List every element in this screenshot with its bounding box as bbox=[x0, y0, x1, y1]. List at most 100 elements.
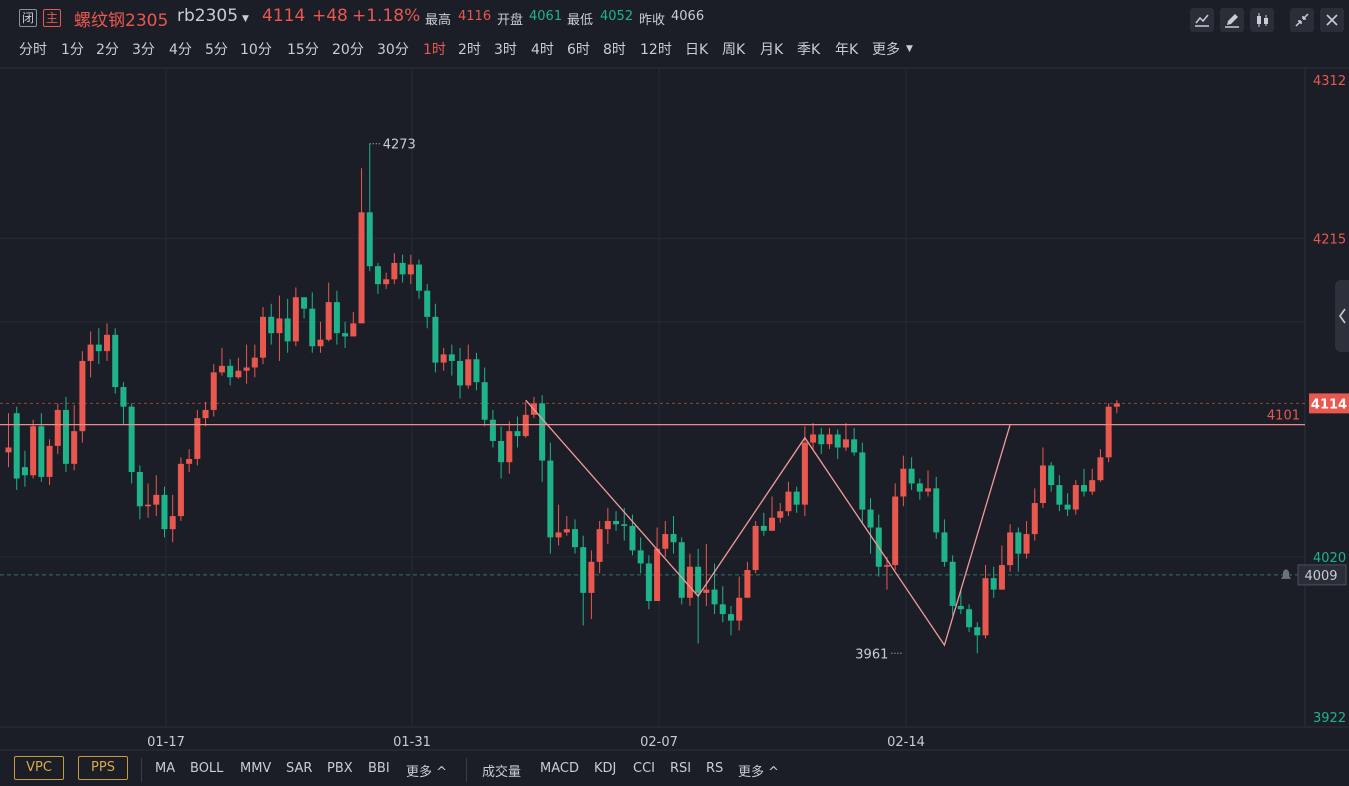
date-label: 02-07 bbox=[640, 735, 678, 750]
candle-body bbox=[1023, 534, 1030, 554]
candle-body bbox=[169, 516, 176, 530]
period-22[interactable]: 更多 bbox=[872, 42, 900, 58]
main-indicator-2[interactable]: MMV bbox=[240, 761, 272, 776]
candle-body bbox=[966, 609, 973, 628]
period-11[interactable]: 2时 bbox=[458, 42, 481, 58]
period-3[interactable]: 3分 bbox=[132, 42, 155, 58]
period-20[interactable]: 季K bbox=[797, 42, 821, 58]
candle-body bbox=[120, 387, 127, 407]
candle-body bbox=[793, 491, 800, 505]
more-periods-caret-icon[interactable]: ▼ bbox=[906, 44, 913, 54]
period-12[interactable]: 3时 bbox=[494, 42, 517, 58]
price-change: +48 bbox=[312, 6, 348, 26]
candle-body bbox=[1081, 485, 1088, 492]
candle-body bbox=[571, 529, 578, 548]
candle-body bbox=[990, 578, 997, 590]
period-16[interactable]: 12时 bbox=[640, 42, 672, 58]
candle-body bbox=[251, 357, 258, 368]
period-5[interactable]: 5分 bbox=[205, 42, 228, 58]
overlay-button-pps[interactable]: PPS bbox=[78, 756, 128, 780]
candle-body bbox=[301, 297, 308, 309]
candle-body bbox=[998, 565, 1005, 590]
period-6[interactable]: 10分 bbox=[240, 42, 272, 58]
divider bbox=[466, 758, 467, 782]
side-panel-handle[interactable] bbox=[1335, 280, 1349, 352]
candle-body bbox=[1113, 403, 1120, 407]
candle-body bbox=[416, 264, 422, 291]
period-9[interactable]: 30分 bbox=[377, 42, 409, 58]
candle-body bbox=[637, 550, 644, 564]
period-10[interactable]: 1时 bbox=[423, 42, 446, 58]
period-19[interactable]: 月K bbox=[760, 42, 784, 58]
symbol-name[interactable]: 螺纹钢2305 bbox=[74, 11, 169, 31]
candle-body bbox=[317, 339, 324, 347]
candle-body bbox=[1031, 503, 1038, 535]
sub-indicator-5[interactable]: RS bbox=[706, 761, 724, 776]
main-indicator-4[interactable]: PBX bbox=[327, 761, 353, 776]
kline-chart[interactable]: 4312 4215 4020 3922 01-17 01-31 02-07 02-14 4101… bbox=[0, 0, 1349, 752]
period-0[interactable]: 分时 bbox=[19, 42, 47, 58]
candle-body bbox=[260, 316, 267, 358]
candle-body bbox=[670, 534, 677, 543]
candle-body bbox=[194, 418, 201, 459]
candle-body bbox=[563, 529, 570, 533]
candle-body bbox=[391, 262, 398, 280]
draw-pencil-icon[interactable] bbox=[1220, 8, 1244, 32]
main-indicator-0[interactable]: MA bbox=[155, 761, 176, 776]
overlay-button-vpc[interactable]: VPC bbox=[14, 756, 64, 780]
indicator-bar: VPC PPS MA BOLL MMV SAR PBX BBI 更多 ^ 成交量 MACD KDJ CC… bbox=[0, 752, 1349, 786]
line-chart-icon[interactable] bbox=[1190, 8, 1214, 32]
candle-body bbox=[210, 372, 217, 410]
candle-body bbox=[79, 360, 86, 432]
candlestick-icon[interactable] bbox=[1250, 8, 1274, 32]
date-label: 01-17 bbox=[147, 735, 185, 750]
candle-body bbox=[21, 467, 28, 476]
alert-price-tag: 4009 bbox=[1304, 569, 1337, 584]
candle-body bbox=[1105, 406, 1112, 458]
period-4[interactable]: 4分 bbox=[169, 42, 192, 58]
period-2[interactable]: 2分 bbox=[96, 42, 119, 58]
candle-body bbox=[1056, 485, 1063, 505]
candle-body bbox=[407, 264, 414, 275]
candle-body bbox=[908, 468, 915, 484]
main-indicator-6[interactable]: 更多 ^ bbox=[406, 765, 448, 780]
candle-body bbox=[867, 509, 874, 528]
alert-bell-icon[interactable] bbox=[1281, 569, 1291, 579]
sub-indicator-3[interactable]: CCI bbox=[633, 761, 655, 776]
candle-body bbox=[5, 447, 12, 453]
period-18[interactable]: 周K bbox=[722, 42, 746, 58]
period-17[interactable]: 日K bbox=[685, 42, 709, 58]
close-status-tag: 闭 bbox=[19, 9, 37, 27]
period-7[interactable]: 15分 bbox=[287, 42, 319, 58]
sub-indicator-6[interactable]: 更多 ^ bbox=[738, 765, 780, 780]
period-1[interactable]: 1分 bbox=[61, 42, 84, 58]
high-label: 最高 bbox=[425, 13, 452, 28]
candle-body bbox=[916, 483, 923, 492]
candle-body bbox=[645, 563, 652, 602]
candle-body bbox=[703, 589, 710, 593]
candle-body bbox=[801, 442, 808, 505]
candle-body bbox=[30, 426, 37, 476]
sub-indicator-2[interactable]: KDJ bbox=[594, 761, 617, 776]
symbol-code[interactable]: rb2305 bbox=[177, 6, 239, 26]
main-indicator-5[interactable]: BBI bbox=[368, 761, 390, 776]
sub-indicator-1[interactable]: MACD bbox=[540, 761, 579, 776]
candle-body bbox=[325, 302, 332, 340]
last-price-tag-bg bbox=[1309, 393, 1349, 414]
period-15[interactable]: 8时 bbox=[603, 42, 626, 58]
candle-body bbox=[292, 297, 299, 342]
sub-indicator-0[interactable]: 成交量 bbox=[482, 765, 522, 780]
period-14[interactable]: 6时 bbox=[567, 42, 590, 58]
period-21[interactable]: 年K bbox=[835, 42, 859, 58]
sub-indicator-4[interactable]: RSI bbox=[670, 761, 692, 776]
open-label: 开盘 bbox=[497, 13, 524, 28]
collapse-icon[interactable] bbox=[1290, 8, 1314, 32]
symbol-dropdown-icon[interactable]: ▼ bbox=[242, 14, 249, 24]
candle-body bbox=[145, 504, 152, 507]
main-indicator-3[interactable]: SAR bbox=[286, 761, 313, 776]
candle-body bbox=[957, 605, 964, 610]
close-icon[interactable] bbox=[1320, 8, 1344, 32]
period-13[interactable]: 4时 bbox=[531, 42, 554, 58]
main-indicator-1[interactable]: BOLL bbox=[190, 761, 224, 776]
period-8[interactable]: 20分 bbox=[332, 42, 364, 58]
